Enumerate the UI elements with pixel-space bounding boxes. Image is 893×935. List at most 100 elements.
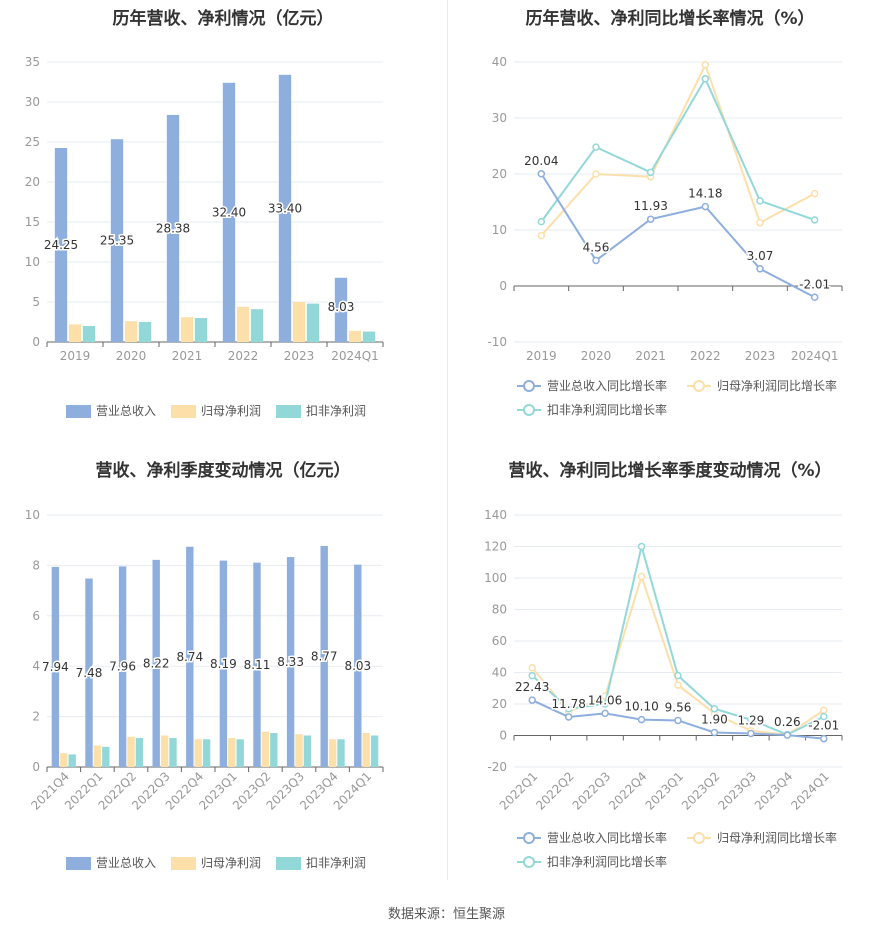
data-point [528, 664, 536, 672]
data-point [537, 170, 546, 178]
data-label: 0.26 [774, 715, 801, 729]
bar [370, 735, 379, 767]
data-point [820, 712, 828, 721]
y-tick-label: 0 [32, 335, 40, 349]
bar [337, 739, 345, 767]
data-label: 10.10 [624, 700, 658, 714]
data-source-note: 数据来源：恒生聚源 [387, 907, 505, 922]
data-point [747, 716, 755, 724]
chart-title: 营收、净利季度变动情况（亿元） [95, 461, 351, 481]
bar [253, 562, 261, 767]
data-point [592, 256, 600, 265]
legend-swatch-marker [523, 856, 535, 868]
x-tick-label: 2023Q4 [752, 769, 796, 813]
legend-label: 归母净利润同比增长率 [717, 378, 837, 393]
legend-swatch [66, 405, 91, 418]
legend-swatch [171, 405, 196, 418]
x-tick-label: 2020 [116, 349, 147, 363]
quarterly-revenue-profit-chart: 02468102021Q42022Q12022Q22022Q32022Q4202… [25, 508, 384, 870]
data-label: 25.35 [100, 234, 134, 248]
data-point [783, 731, 792, 739]
legend-label: 归母净利润同比增长率 [717, 830, 837, 845]
y-tick-label: 15 [25, 215, 40, 229]
series-line [540, 173, 816, 299]
data-point [710, 704, 719, 713]
bar [362, 732, 370, 767]
x-tick-label: 2023 [745, 349, 776, 363]
data-label: 7.94 [42, 660, 69, 674]
data-point [674, 671, 682, 680]
bar [261, 731, 270, 767]
data-point [810, 216, 819, 224]
y-tick-label: 20 [492, 167, 507, 181]
data-point [810, 293, 819, 302]
x-tick-label: 2019 [526, 349, 557, 363]
bar [202, 739, 211, 767]
legend-swatch [66, 857, 91, 870]
legend-label: 营业总收入 [96, 404, 156, 418]
bar [295, 734, 303, 767]
bar [110, 139, 124, 342]
data-point [810, 189, 819, 198]
bar [152, 559, 160, 767]
data-label: 8.74 [176, 650, 203, 664]
data-label: 11.78 [551, 697, 585, 711]
bar [160, 735, 169, 767]
data-point [674, 716, 682, 725]
legend-label: 营业总收入同比增长率 [547, 378, 667, 393]
x-tick-label: 2023 [284, 349, 315, 363]
data-point [701, 75, 710, 83]
x-tick-label: 2023Q2 [679, 769, 723, 813]
data-label: 32.40 [212, 205, 246, 219]
y-tick-label: -10 [487, 335, 507, 349]
bar [270, 732, 278, 767]
bar [362, 331, 376, 342]
y-tick-label: 40 [492, 666, 507, 680]
data-label: 8.03 [344, 659, 371, 673]
bar [85, 578, 93, 767]
y-tick-label: 6 [32, 609, 40, 623]
bar [250, 309, 264, 342]
x-tick-label: 2019 [60, 349, 91, 363]
data-label: 14.18 [688, 187, 722, 201]
data-label: 24.25 [44, 238, 78, 252]
x-tick-label: 2021 [172, 349, 203, 363]
y-tick-label: 30 [25, 95, 40, 109]
y-tick-label: 10 [25, 508, 40, 522]
y-tick-label: 100 [484, 571, 507, 585]
chart-title: 历年营收、净利同比增长率情况（%） [525, 9, 815, 29]
legend-label: 扣非净利润 [306, 404, 366, 418]
annual-growth-chart: -10 0 10 20 30 40 2019 2020 2021 2022 2023 2024Q1 20… [487, 55, 843, 417]
data-label: 1.90 [701, 713, 728, 727]
bar [124, 321, 138, 342]
y-tick-label: 0 [499, 729, 507, 743]
series-line [540, 62, 816, 237]
legend-label: 扣非净利润同比增长率 [547, 402, 667, 417]
data-point [820, 706, 828, 715]
bar [292, 302, 306, 342]
y-tick-label: 5 [32, 295, 40, 309]
data-point [637, 715, 646, 724]
y-tick-label: 10 [25, 255, 40, 269]
data-point [820, 734, 828, 743]
bar [236, 739, 244, 767]
data-label: 8.77 [311, 649, 338, 663]
y-tick-label: 80 [492, 603, 507, 617]
data-point [564, 704, 573, 713]
annual-growth-panel: 历年营收、净利同比增长率情况（%） -10 0 10 20 30 40 2019 2020 20… [447, 0, 893, 455]
legend-label: 扣非净利润 [306, 856, 366, 870]
legend-label: 归母净利润 [201, 856, 261, 870]
annual-revenue-profit-chart: 0 5 10 15 20 25 30 35 2019 2020 2021 2022 2023 2024Q1… [25, 55, 384, 418]
data-label: 8.19 [210, 657, 237, 671]
data-label: -2.01 [799, 277, 830, 291]
x-tick-label: 2024Q1 [791, 349, 839, 363]
data-point [747, 729, 755, 738]
bar [138, 322, 152, 342]
x-tick-label: 2023Q3 [715, 769, 759, 813]
data-point [674, 681, 682, 689]
y-tick-label: 8 [32, 558, 40, 572]
quarterly-growth-panel: 营收、净利同比增长率季度变动情况（%） -20 0 20 40 60 80 100 120 14… [447, 452, 893, 907]
y-tick-label: 120 [484, 540, 507, 554]
y-tick-label: 35 [25, 55, 40, 69]
bar [93, 745, 102, 767]
